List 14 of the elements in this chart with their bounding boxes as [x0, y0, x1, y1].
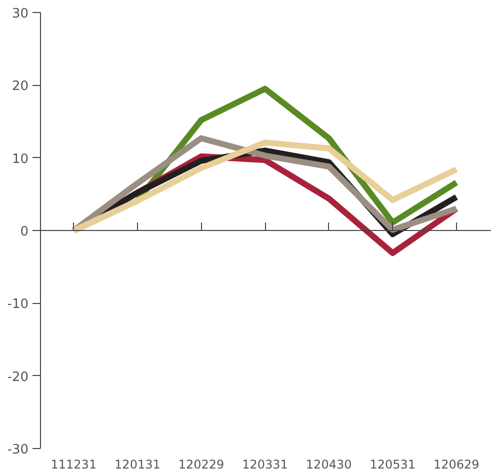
- y-tick-label: 30: [12, 6, 29, 22]
- y-tick-label: -30: [7, 442, 28, 458]
- x-tick-label: 120531: [370, 458, 416, 471]
- x-tick-label: 120229: [178, 458, 224, 471]
- x-tick-label: 111231: [50, 458, 97, 471]
- x-tick-label: 120331: [242, 458, 288, 471]
- x-tick-label: 120131: [114, 458, 160, 471]
- x-tick-label: 120629: [434, 458, 480, 471]
- y-tick-label: 20: [12, 79, 29, 94]
- y-tick-label: 10: [12, 152, 29, 167]
- y-tick-label: 0: [20, 224, 29, 240]
- x-tick-label: 120430: [306, 458, 352, 471]
- y-tick-label: -20: [7, 370, 28, 385]
- y-tick-label: -10: [7, 297, 28, 312]
